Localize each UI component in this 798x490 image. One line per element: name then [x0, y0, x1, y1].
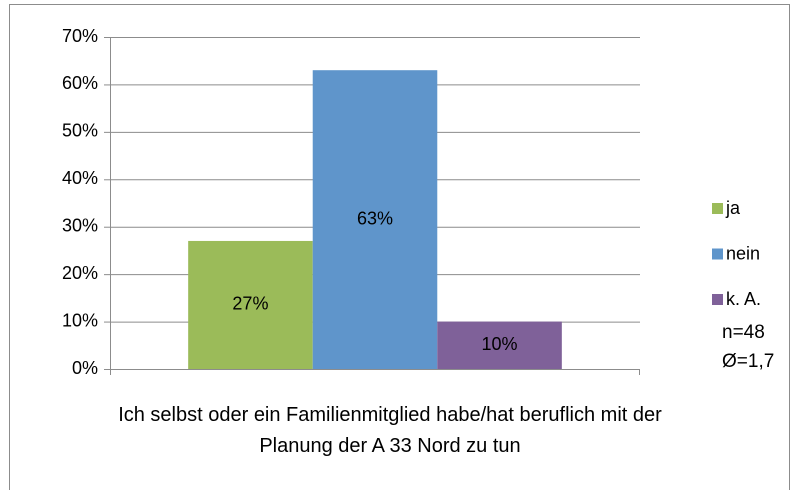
y-tick-label: 60%	[62, 73, 98, 93]
y-tick-label: 30%	[62, 215, 98, 235]
x-tick-label: Ich selbst oder ein Familienmitglied hab…	[118, 404, 662, 457]
legend-label: ja	[725, 198, 741, 218]
y-tick-label: 0%	[72, 358, 98, 378]
legend-swatch	[712, 203, 723, 214]
bar	[188, 240, 313, 369]
data-label: 27%	[232, 294, 268, 314]
annotation: n=48 Ø=1,7	[722, 322, 775, 372]
legend-label: nein	[726, 243, 760, 263]
bar	[437, 321, 562, 369]
data-label: 63%	[357, 208, 393, 228]
legend-label: k. A.	[726, 289, 761, 309]
bar	[312, 70, 438, 369]
data-label: 10%	[482, 334, 518, 354]
y-tick-label: 50%	[62, 121, 98, 141]
legend-swatch	[712, 294, 723, 305]
y-tick-label: 70%	[62, 26, 98, 46]
y-tick-label: 10%	[62, 310, 98, 330]
legend-swatch	[712, 248, 723, 260]
chart-border	[9, 4, 790, 490]
y-tick-label: 20%	[62, 263, 98, 283]
y-tick-label: 40%	[62, 168, 98, 188]
